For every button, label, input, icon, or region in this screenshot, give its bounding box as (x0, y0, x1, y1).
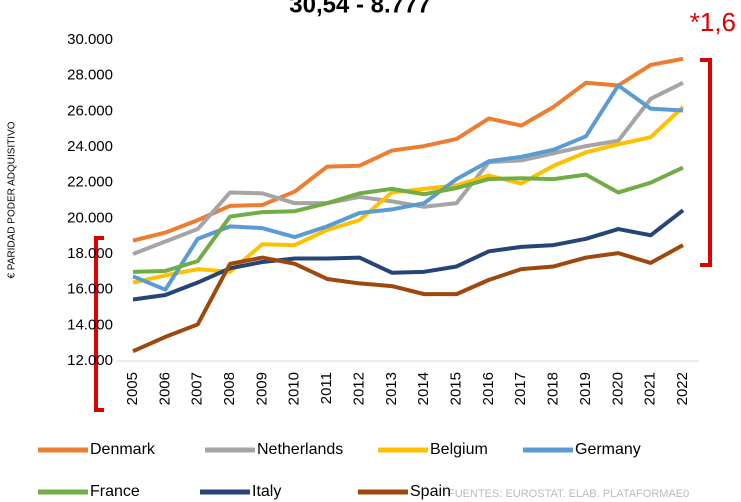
series-line (132, 56, 684, 243)
legend-label: Netherlands (257, 441, 343, 458)
x-tick-label: 2008 (221, 372, 238, 405)
x-tick-label: 2010 (286, 372, 303, 405)
x-tick-label: 2009 (253, 372, 270, 405)
legend-label: Denmark (90, 441, 156, 458)
legend-label: Germany (575, 441, 641, 458)
x-tick-label: 2006 (156, 372, 173, 405)
y-tick-label: 24.000 (67, 138, 113, 155)
chart-title: 30,54 - 8.777 (289, 0, 430, 18)
series-line (132, 83, 684, 292)
y-tick-label: 26.000 (67, 102, 113, 119)
series-line (132, 81, 684, 256)
y-tick-label: 28.000 (67, 67, 113, 84)
x-tick-label: 2011 (318, 372, 335, 404)
x-tick-label: 2007 (189, 372, 206, 405)
x-tick-label: 2016 (480, 372, 497, 405)
legend-label: Spain (410, 483, 451, 500)
series-line (132, 165, 684, 274)
x-tick-label: 2021 (642, 372, 659, 405)
y-tick-label: 30.000 (67, 31, 113, 48)
x-tick-label: 2019 (577, 372, 594, 405)
legend-label: France (90, 483, 140, 500)
y-tick-label: 16.000 (67, 281, 113, 298)
x-tick-label: 2013 (383, 372, 400, 405)
legend-label: Belgium (430, 441, 488, 458)
y-axis-label: € PARIDAD PODER ADQUISITIVO (7, 121, 18, 278)
x-tick-label: 2015 (447, 372, 464, 405)
y-tick-label: 14.000 (67, 316, 113, 333)
x-tick-label: 2012 (350, 372, 367, 405)
x-tick-label: 2022 (674, 372, 691, 405)
source: FUENTES: EUROSTAT. ELAB. PLATAFORMAE0 (448, 488, 689, 500)
bracket-left (94, 236, 104, 412)
x-tick-label: 2017 (512, 372, 529, 405)
y-tick-label: 12.000 (67, 352, 113, 369)
legend-label: Italy (252, 483, 281, 500)
bracket-right (700, 58, 712, 267)
x-tick-label: 2018 (545, 372, 562, 405)
x-tick-label: 2020 (609, 372, 626, 405)
x-tick-label: 2014 (415, 372, 432, 405)
x-tick-label: 2005 (124, 372, 141, 405)
series-line (132, 243, 684, 354)
y-tick-label: 18.000 (67, 245, 113, 262)
y-tick-label: 22.000 (67, 174, 113, 191)
y-tick-label: 20.000 (67, 209, 113, 226)
annotation: *1,6 (690, 7, 736, 37)
